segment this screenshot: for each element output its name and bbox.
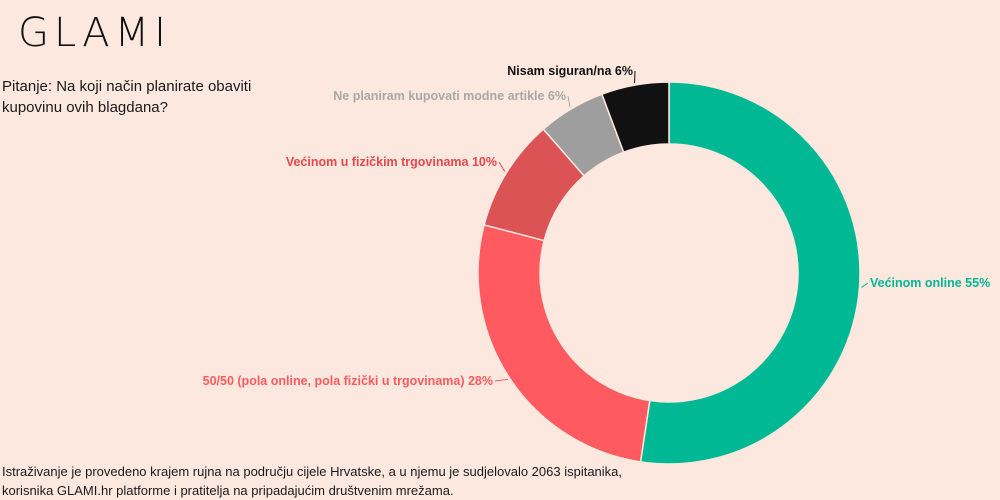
leader-line-2 — [494, 378, 508, 382]
slice-label-4: Ne planiram kupovati modne artikle 6% — [333, 89, 566, 103]
slice-label-1: Većinom online 55% — [870, 276, 990, 290]
question-text: Pitanje: Na koji način planirate obaviti… — [2, 78, 252, 116]
donut-slice-1 — [639, 81, 861, 465]
slice-label-3: Većinom u fizičkim trgovinama 10% — [286, 155, 497, 169]
glami-logo: GLAMI — [18, 10, 171, 56]
donut-slice-5 — [600, 81, 670, 154]
survey-footnote: Istraživanje je provedeno krajem rujna n… — [2, 462, 722, 500]
donut-slice-2 — [477, 224, 651, 463]
slice-label-5: Nisam siguran/na 6% — [507, 64, 633, 78]
leader-line-4 — [567, 95, 571, 108]
footnote-line-2: korisnika GLAMI.hr platforme i pratitelj… — [2, 483, 454, 498]
leader-line-1 — [861, 282, 869, 288]
footnote-line-1: Istraživanje je provedeno krajem rujna n… — [2, 464, 623, 479]
slice-label-2: 50/50 (pola online, pola fizički u trgov… — [203, 374, 493, 388]
leader-line-3 — [498, 161, 506, 172]
